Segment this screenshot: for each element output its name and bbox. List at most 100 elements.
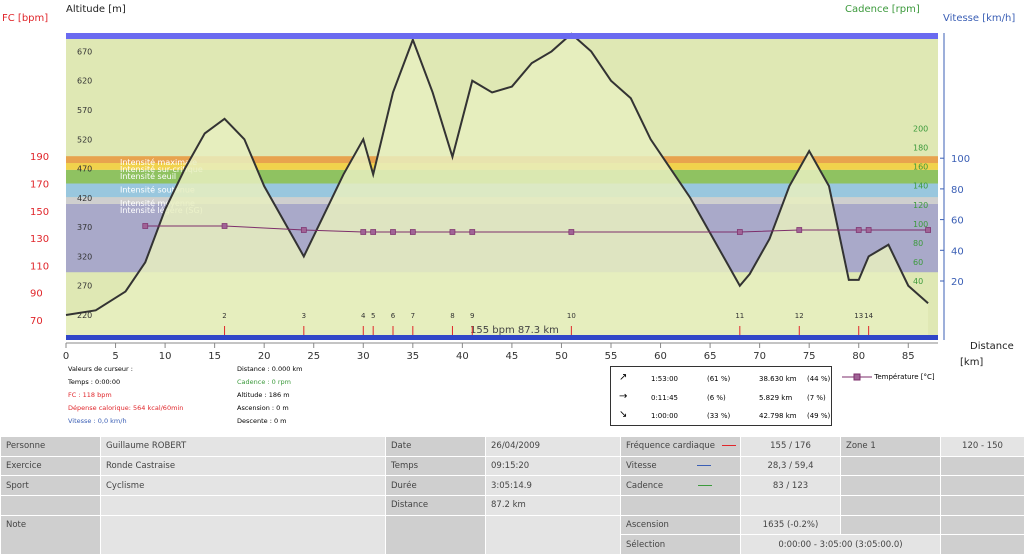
- altitude-tick-label: 620: [77, 77, 92, 86]
- zone-label: Intensité sur-critique: [120, 164, 203, 174]
- temperature-legend-label: Température [°C]: [874, 373, 935, 381]
- lap-marker-label: 3: [302, 312, 306, 320]
- date-value: 26/04/2009: [485, 436, 621, 457]
- lap-marker-label: 10: [567, 312, 576, 320]
- x-tick-label: 15: [208, 351, 221, 362]
- fc-axis-title: FC [bpm]: [2, 13, 48, 24]
- x-tick-label: 30: [357, 351, 370, 362]
- zone-label: Intensité moyenne: [120, 198, 195, 208]
- fc-tick-label: 190: [30, 152, 49, 163]
- vitesse-tick-label: 100: [951, 154, 970, 165]
- cursor-time: Temps : 0:00:00: [68, 378, 121, 386]
- altitude-tick-label: 570: [77, 106, 92, 115]
- x-tick-label: 20: [258, 351, 271, 362]
- vitesse-tick-label: 80: [951, 185, 964, 196]
- temperature-point: [855, 227, 862, 233]
- altitude-tick-label: 470: [77, 165, 92, 174]
- vitesse-axis-title: Vitesse [km/h]: [943, 13, 1015, 24]
- fc-tick-label: 170: [30, 180, 49, 191]
- date-label: Date: [385, 436, 486, 457]
- temperature-point: [142, 223, 149, 229]
- empty-cell: [385, 514, 486, 555]
- lap-marker-label: 12: [795, 312, 804, 320]
- cursor-energy: Dépense calorique: 564 kcal/60min: [68, 404, 184, 412]
- cursor-speed: Vitesse : 0,0 km/h: [68, 417, 127, 425]
- empty-cell: [0, 494, 101, 516]
- altitude-tick-label: 370: [77, 223, 92, 232]
- cursor-label: Valeurs de curseur :: [68, 365, 133, 373]
- cadence-tick-label: 140: [913, 182, 928, 191]
- vitesse-label: Vitesse: [620, 455, 741, 477]
- empty-cell: [840, 455, 941, 477]
- lap-marker-label: 8: [450, 312, 454, 320]
- exercice-label: Exercice: [0, 455, 101, 477]
- empty-cell: [940, 534, 1024, 555]
- x-tick-label: 10: [159, 351, 172, 362]
- summary-km: 42.798 km: [759, 412, 797, 420]
- temperature-point: [568, 229, 575, 235]
- lap-marker-label: 14: [864, 312, 873, 320]
- lap-marker-label: 6: [391, 312, 396, 320]
- cadence-tick-label: 160: [913, 163, 928, 172]
- summary-time: 1:53:00: [651, 375, 678, 383]
- x-tick-label: 25: [307, 351, 320, 362]
- vitesse-tick-label: 40: [951, 246, 964, 257]
- temperature-point: [370, 229, 377, 235]
- altitude-tick-label: 420: [77, 194, 92, 203]
- summary-kpct: (49 %): [807, 412, 831, 420]
- empty-cell: [940, 494, 1024, 516]
- sport-label: Sport: [0, 475, 101, 496]
- empty-cell: [940, 475, 1024, 496]
- cursor-fc: FC : 118 bpm: [68, 391, 112, 399]
- exercise-info-table: Personne Guillaume ROBERT Date 26/04/200…: [0, 436, 1024, 555]
- temperature-point: [300, 227, 307, 233]
- lap-marker-label: 13: [854, 312, 863, 320]
- cursor-altitude: Altitude : 186 m: [237, 391, 290, 399]
- personne-value: Guillaume ROBERT: [100, 436, 386, 457]
- summary-kpct: (44 %): [807, 375, 831, 383]
- cadence-tick-label: 200: [913, 125, 928, 134]
- summary-km: 38.630 km: [759, 375, 797, 383]
- temperature-legend: Température [°C]: [842, 372, 935, 382]
- cadence-tick-label: 80: [913, 239, 923, 248]
- temperature-point: [449, 229, 456, 235]
- temperature-point: [796, 227, 803, 233]
- zone-value: 120 - 150: [940, 436, 1024, 457]
- x-tick-label: 70: [753, 351, 766, 362]
- empty-cell: [940, 455, 1024, 477]
- cadence-tick-label: 40: [913, 277, 923, 286]
- altitude-line: [65, 32, 929, 316]
- altitude-area: [66, 33, 929, 340]
- temperature-point: [469, 229, 476, 235]
- empty-cell: [940, 514, 1024, 536]
- bottom-bar: [66, 335, 938, 340]
- top-bar: [66, 33, 938, 39]
- summary-time: 1:00:00: [651, 412, 678, 420]
- summary-pct: (61 %): [707, 375, 731, 383]
- x-tick-label: 85: [902, 351, 915, 362]
- cursor-ascension: Ascension : 0 m: [237, 404, 289, 412]
- empty-cell: [740, 494, 841, 516]
- fc-tick-label: 70: [30, 316, 43, 327]
- cursor-values-left: Valeurs de curseur : Temps : 0:00:00 FC …: [68, 363, 183, 428]
- distance-axis-unit: [km]: [960, 357, 983, 368]
- lap-marker-label: 7: [411, 312, 415, 320]
- summary-row-down: ↘ 1:00:00 (33 %) 42.798 km (49 %): [611, 406, 831, 425]
- cursor-values-right: Distance : 0.000 km Cadence : 0 rpm Alti…: [237, 363, 303, 428]
- x-tick-label: 5: [112, 351, 118, 362]
- empty-cell: [100, 494, 386, 516]
- duree-value: 3:05:14.9: [485, 475, 621, 496]
- lap-marker-label: 9: [470, 312, 474, 320]
- altitude-tick-label: 520: [77, 135, 92, 144]
- x-tick-label: 65: [704, 351, 717, 362]
- temperature-point: [736, 229, 743, 235]
- altitude-tick-label: 320: [77, 252, 92, 261]
- summary-pct: (6 %): [707, 394, 726, 402]
- altitude-tick-label: 270: [77, 282, 92, 291]
- zone-label: Intensité maximale: [120, 157, 197, 167]
- temperature-point: [409, 229, 416, 235]
- distance-value: 87.2 km: [485, 494, 621, 516]
- temperature-point: [925, 227, 931, 233]
- empty-cell: [485, 514, 621, 555]
- cadence-tick-label: 100: [913, 220, 928, 229]
